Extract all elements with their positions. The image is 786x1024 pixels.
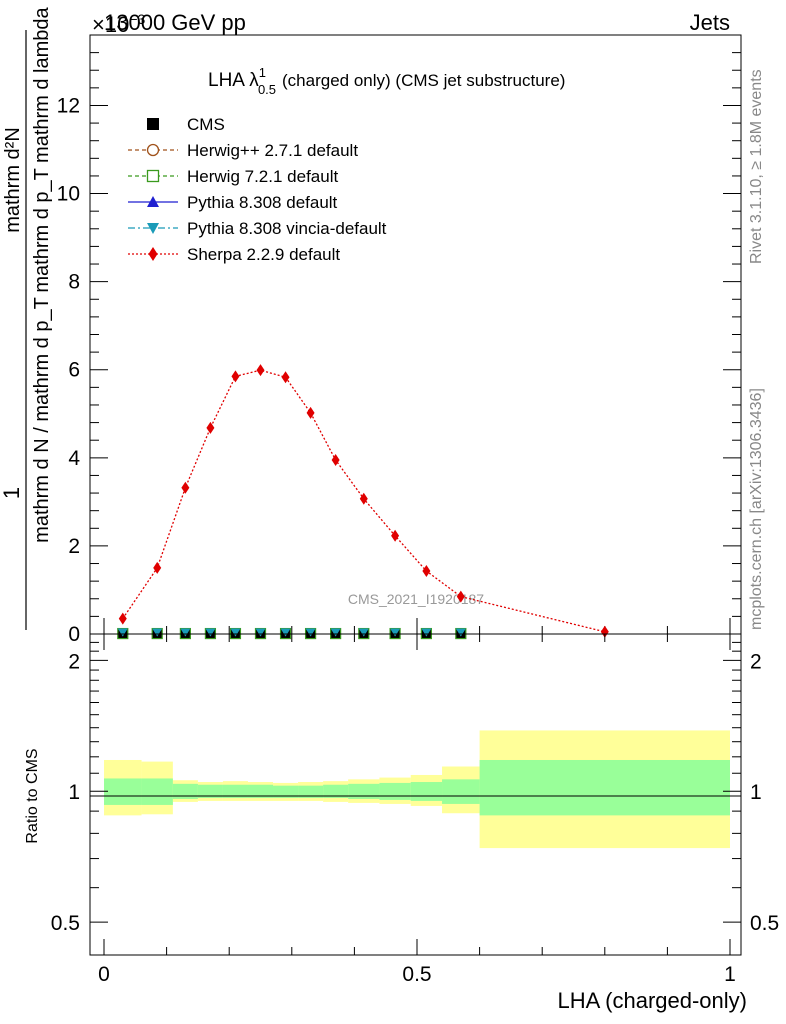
ratio-stat-band	[410, 782, 443, 801]
sherpa-point	[118, 612, 127, 625]
legend-marker	[147, 223, 159, 234]
ratio-panel: 0.5 0.5 1 1 2 2 0 0.5 1 Ratio to CMS LHA (charge…	[24, 633, 779, 1013]
main-y-tick-label: 12	[57, 94, 80, 117]
rivet-label: Rivet 3.1.10, ≥ 1.8M events	[748, 69, 765, 264]
ratio-y-tick-label-right: 2	[750, 650, 762, 673]
ratio-stat-band	[479, 759, 730, 816]
mcplots-label: mcplots.cern.ch [arXiv:1306.3436]	[748, 388, 765, 630]
ratio-x-tick-label: 1	[724, 963, 736, 986]
ratio-stat-band	[298, 785, 324, 798]
legend-marker	[147, 118, 159, 130]
legend: CMS Herwig++ 2.7.1 default Herwig 7.2.1 de…	[128, 115, 387, 264]
sherpa-point	[422, 565, 431, 578]
ratio-stat-band	[348, 783, 380, 799]
y-label-den: mathrm d p_T mathrm d lambda	[31, 6, 53, 292]
sherpa-point	[153, 561, 162, 574]
x-axis-label: LHA (charged-only)	[557, 988, 747, 1013]
main-y-tick-label: 0	[68, 623, 80, 646]
main-y-axis-label: 1 mathrm d N / mathrm d p_T mathrm d²N m…	[0, 6, 53, 630]
ratio-stat-band	[222, 784, 248, 798]
vincia-point	[330, 628, 341, 637]
main-panel: 0 2 4 6 8 10 12 CMS_2021_I1920187	[57, 34, 742, 646]
sherpa-point	[600, 625, 609, 638]
legend-marker	[146, 143, 160, 157]
main-y-tick-label: 4	[68, 447, 80, 470]
ratio-stat-band	[141, 778, 173, 805]
sherpa-point	[456, 590, 465, 603]
sherpa-point	[391, 529, 400, 542]
vincia-point	[280, 628, 291, 637]
main-series	[117, 364, 609, 640]
sherpa-point	[181, 481, 190, 494]
vincia-point	[455, 628, 466, 637]
process-label: Jets	[690, 10, 730, 35]
ratio-stat-band	[104, 778, 142, 805]
main-y-tick-label: 8	[68, 271, 80, 294]
vincia-point	[390, 628, 401, 637]
y-label-prefix-num: 1	[0, 487, 24, 499]
ratio-stat-band	[442, 779, 480, 804]
vincia-point	[205, 628, 216, 637]
chart-title: LHA λ1 0.5 (charged only) (CMS jet substru…	[208, 65, 565, 97]
legend-label: Herwig 7.2.1 default	[187, 167, 338, 186]
legend-label: Pythia 8.308 default	[187, 193, 338, 212]
vincia-point	[255, 628, 266, 637]
ratio-stat-band	[197, 784, 223, 798]
ratio-bands	[104, 730, 730, 849]
legend-marker	[147, 196, 159, 207]
ratio-stat-band	[247, 784, 274, 798]
ratio-x-tick-label: 0.5	[402, 963, 431, 986]
exponent-label: ×10−3	[92, 11, 146, 37]
legend-label: Herwig++ 2.7.1 default	[187, 141, 358, 160]
sherpa-point	[206, 421, 215, 434]
ratio-stat-band	[172, 783, 198, 799]
y-label-num: mathrm d²N	[2, 127, 24, 233]
legend-label: CMS	[187, 115, 225, 134]
ratio-stat-band	[273, 785, 299, 798]
legend-label: Sherpa 2.2.9 default	[187, 245, 340, 264]
sherpa-point	[256, 364, 265, 377]
sherpa-point	[359, 492, 368, 505]
ratio-ticks: 0.5 0.5 1 1 2 2 0 0.5 1	[51, 634, 779, 986]
ratio-y-label: Ratio to CMS	[24, 748, 41, 843]
sherpa-point	[306, 406, 315, 419]
ratio-stat-band	[323, 784, 349, 798]
vincia-point	[117, 628, 128, 637]
sherpa-line	[122, 369, 605, 633]
ratio-y-tick-label-right: 1	[750, 781, 762, 804]
main-y-tick-label: 6	[68, 359, 80, 382]
vincia-point	[230, 628, 241, 637]
beam-label: 13000 GeV pp	[104, 10, 246, 35]
ratio-y-tick-label: 2	[68, 650, 80, 673]
ratio-y-tick-label: 0.5	[51, 912, 80, 935]
sherpa-point	[231, 370, 240, 383]
main-y-tick-label: 2	[68, 535, 80, 558]
ratio-stat-band	[379, 782, 411, 800]
vincia-point	[358, 628, 369, 637]
y-label-prefix-den: mathrm d N / mathrm d p_T	[31, 297, 53, 543]
legend-marker	[146, 169, 160, 183]
main-y-ticks: 0 2 4 6 8 10 12	[57, 52, 741, 646]
sherpa-point	[331, 454, 340, 467]
watermark: CMS_2021_I1920187	[348, 591, 484, 607]
ratio-y-tick-label-right: 0.5	[750, 912, 779, 935]
ratio-frame	[89, 633, 742, 956]
vincia-point	[421, 628, 432, 637]
legend-marker	[148, 247, 158, 261]
legend-label: Pythia 8.308 vincia-default	[187, 219, 387, 238]
vincia-point	[180, 628, 191, 637]
ratio-y-tick-label: 1	[68, 781, 80, 804]
main-y-tick-label: 10	[57, 183, 80, 206]
vincia-point	[305, 628, 316, 637]
sherpa-point	[281, 371, 290, 384]
ratio-x-tick-label: 0	[98, 963, 110, 986]
vincia-point	[152, 628, 163, 637]
